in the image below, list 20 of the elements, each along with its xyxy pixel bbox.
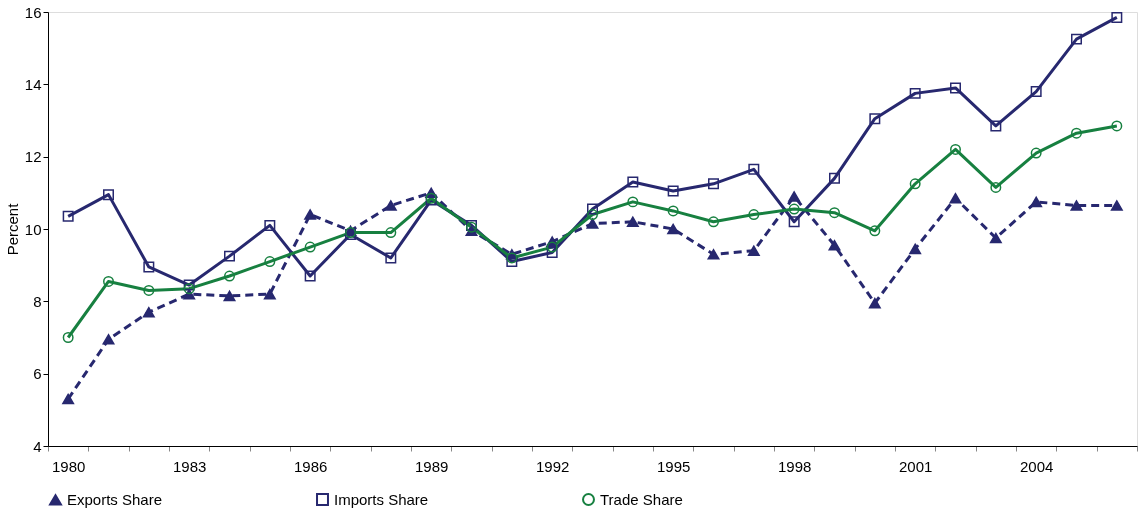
x-tick-label: 1992 [535,457,570,475]
y-tick-label: 16 [24,3,42,21]
x-tick-label: 1989 [414,457,449,475]
x-tick-label: 1995 [656,457,691,475]
legend-label: Trade Share [600,490,683,508]
y-tick-label: 10 [24,220,42,238]
y-tick-label: 8 [33,292,42,310]
x-tick-label: 2001 [898,457,933,475]
x-tick-label: 1986 [293,457,328,475]
y-tick-label: 14 [24,75,42,93]
y-tick-label: 4 [33,437,42,455]
y-tick-label: 12 [24,148,42,166]
legend-label: Imports Share [334,490,429,508]
x-tick-label: 1980 [51,457,86,475]
x-tick-label: 2004 [1019,457,1054,475]
y-axis-title: Percent [3,202,21,256]
legend-label: Exports Share [67,490,163,508]
x-tick-label: 1983 [172,457,207,475]
y-tick-label: 6 [33,365,42,383]
x-tick-label: 1998 [777,457,812,475]
